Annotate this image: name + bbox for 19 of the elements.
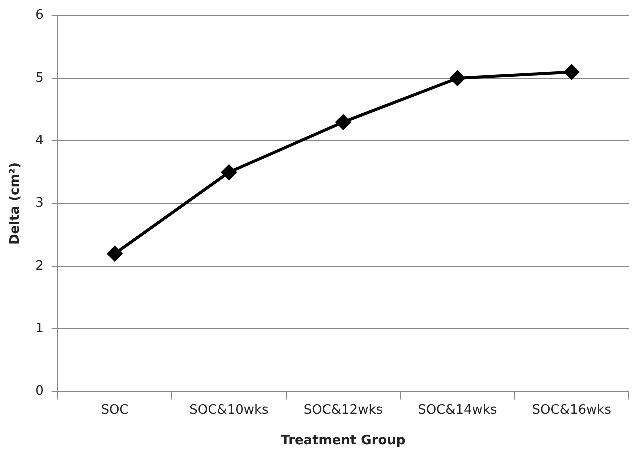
y-tick-label: 4 — [36, 134, 44, 149]
y-tick-label: 5 — [36, 70, 44, 86]
y-tick-label: 2 — [36, 258, 44, 274]
x-tick-label: SOC&16wks — [532, 402, 612, 418]
y-tick-label: 1 — [36, 322, 44, 337]
point — [564, 64, 580, 80]
x-tick-label: SOC — [101, 402, 129, 418]
point — [222, 164, 237, 180]
y-tick-label: 0 — [36, 384, 44, 400]
y-tick-label: 3 — [36, 196, 44, 212]
y-axis-title: Delta (cm²) — [8, 162, 24, 246]
point — [107, 246, 122, 262]
x-axis-title: Treatment Group — [281, 434, 406, 449]
x-tick-label: SOC&14wks — [418, 402, 498, 418]
point — [450, 70, 466, 86]
y-tick-label: 6 — [36, 8, 44, 24]
point — [336, 114, 351, 130]
x-tick-label: SOC&10wks — [190, 402, 270, 418]
x-tick-label: SOC&12wks — [304, 402, 384, 418]
